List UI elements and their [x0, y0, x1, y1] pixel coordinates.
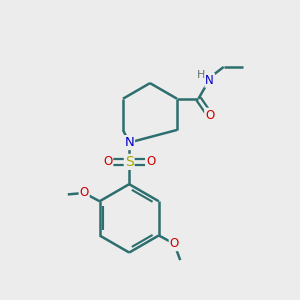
Text: H: H: [197, 70, 206, 80]
Text: O: O: [205, 109, 214, 122]
Text: O: O: [146, 155, 155, 168]
Text: O: O: [80, 186, 89, 200]
Text: O: O: [169, 237, 179, 250]
Text: N: N: [124, 136, 134, 149]
Text: N: N: [205, 74, 214, 87]
Text: S: S: [125, 155, 134, 169]
Text: O: O: [103, 155, 112, 168]
